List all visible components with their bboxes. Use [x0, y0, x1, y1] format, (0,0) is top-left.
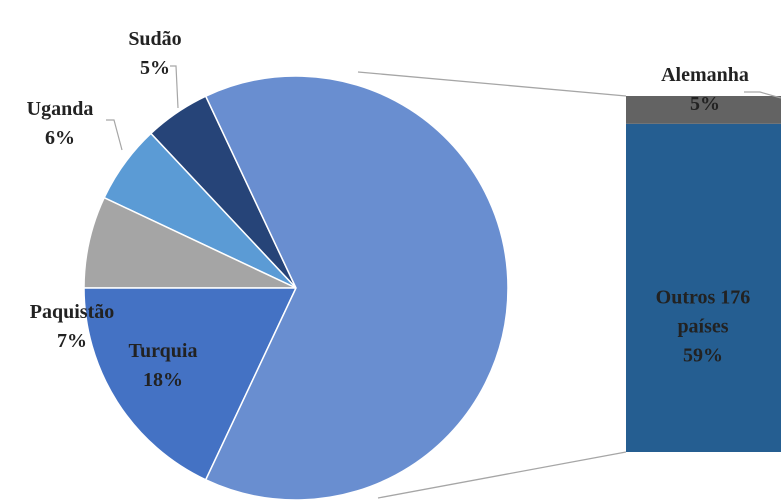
label-text: Uganda — [26, 98, 94, 120]
pie-slice — [204, 75, 509, 501]
connectors — [357, 71, 627, 499]
label-text: Alemanha — [661, 64, 749, 86]
connector-line — [377, 451, 627, 499]
connector-line — [357, 71, 627, 97]
leader-line — [106, 119, 123, 151]
bar-segment — [626, 96, 781, 124]
label-text: 6% — [44, 127, 75, 149]
label-text: Outros 176 países — [655, 286, 751, 338]
data-label: Sudão 5% — [128, 25, 181, 83]
pie-slice — [83, 287, 298, 481]
label-text: 5% — [140, 57, 170, 79]
label-text: Sudão — [128, 28, 182, 50]
data-label: Paquistão 7% — [30, 298, 114, 356]
data-label: Uganda 6% — [27, 95, 94, 153]
label-text: Paquistão — [29, 301, 115, 323]
data-label: Alemanha 5% — [661, 61, 749, 119]
leader-line — [170, 65, 179, 109]
leader-lines — [106, 65, 781, 151]
data-label: Outros 176 países 59% — [638, 284, 768, 371]
leader-line — [744, 91, 781, 99]
data-label: Turquia 18% — [129, 337, 198, 395]
label-text: 59% — [683, 344, 723, 367]
bar-segment — [626, 123, 781, 452]
label-text: Turquia — [128, 340, 198, 362]
label-text: 5% — [689, 93, 720, 115]
label-text: 18% — [142, 369, 183, 391]
label-text: 7% — [57, 330, 87, 352]
